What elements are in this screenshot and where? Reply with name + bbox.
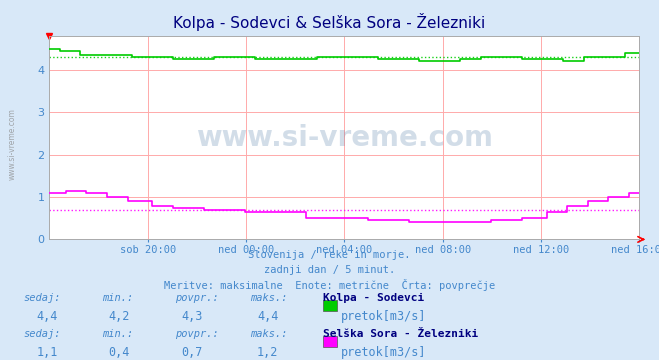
Text: 0,7: 0,7 <box>181 346 202 359</box>
Text: 0,4: 0,4 <box>109 346 130 359</box>
Text: Kolpa - Sodevci: Kolpa - Sodevci <box>323 293 424 303</box>
Text: pretok[m3/s]: pretok[m3/s] <box>341 310 426 323</box>
Text: 4,4: 4,4 <box>257 310 278 323</box>
Text: povpr.:: povpr.: <box>175 329 218 339</box>
Text: maks.:: maks.: <box>250 329 288 339</box>
Text: 4,4: 4,4 <box>36 310 57 323</box>
Text: Slovenija / reke in morje.: Slovenija / reke in morje. <box>248 250 411 260</box>
Text: Meritve: maksimalne  Enote: metrične  Črta: povprečje: Meritve: maksimalne Enote: metrične Črta… <box>164 279 495 291</box>
Text: min.:: min.: <box>102 329 133 339</box>
Text: www.si-vreme.com: www.si-vreme.com <box>196 124 493 152</box>
Text: zadnji dan / 5 minut.: zadnji dan / 5 minut. <box>264 265 395 275</box>
Text: min.:: min.: <box>102 293 133 303</box>
Text: 4,3: 4,3 <box>181 310 202 323</box>
Text: sedaj:: sedaj: <box>23 329 61 339</box>
Text: sedaj:: sedaj: <box>23 293 61 303</box>
Text: pretok[m3/s]: pretok[m3/s] <box>341 346 426 359</box>
Text: povpr.:: povpr.: <box>175 293 218 303</box>
Text: Selška Sora - Železniki: Selška Sora - Železniki <box>323 329 478 339</box>
Text: Kolpa - Sodevci & Selška Sora - Železniki: Kolpa - Sodevci & Selška Sora - Železnik… <box>173 13 486 31</box>
Text: maks.:: maks.: <box>250 293 288 303</box>
Text: 1,2: 1,2 <box>257 346 278 359</box>
Text: 1,1: 1,1 <box>36 346 57 359</box>
Text: www.si-vreme.com: www.si-vreme.com <box>8 108 17 180</box>
Text: 4,2: 4,2 <box>109 310 130 323</box>
